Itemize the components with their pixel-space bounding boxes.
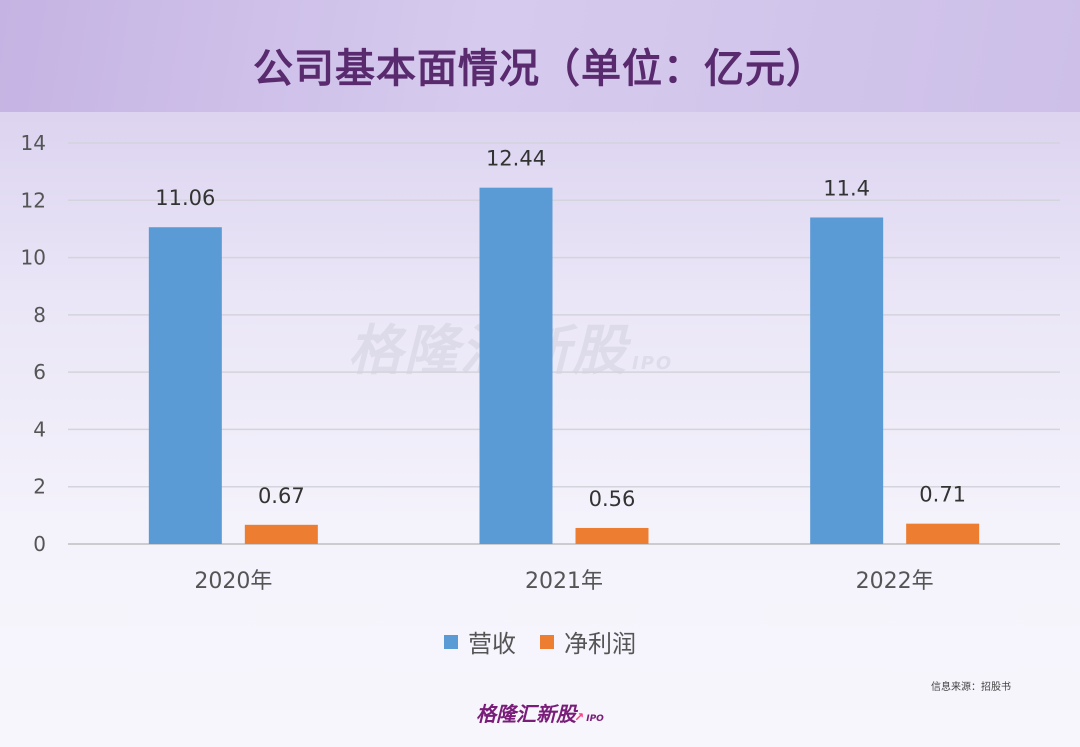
bar bbox=[575, 527, 649, 544]
bar bbox=[148, 227, 222, 544]
bar bbox=[244, 524, 318, 544]
chart-title: 公司基本面情况（单位：亿元） bbox=[253, 45, 827, 92]
y-tick-label: 4 bbox=[33, 417, 46, 441]
data-label: 11.06 bbox=[155, 186, 215, 210]
y-tick-label: 2 bbox=[33, 475, 46, 499]
data-label: 0.67 bbox=[258, 484, 305, 508]
legend-item-revenue: 营收 bbox=[444, 624, 516, 659]
bar bbox=[906, 523, 980, 544]
bar bbox=[810, 217, 884, 544]
x-tick-label: 2022年 bbox=[856, 569, 934, 594]
y-tick-label: 8 bbox=[33, 303, 46, 327]
source-note: 信息来源：招股书 bbox=[931, 682, 1011, 693]
bar bbox=[479, 187, 553, 544]
brand-logo: 格隆汇新股↗ IPO bbox=[476, 702, 604, 726]
x-tick-label: 2021年 bbox=[525, 569, 603, 594]
legend-label-revenue: 营收 bbox=[468, 630, 516, 658]
y-tick-label: 0 bbox=[33, 532, 46, 556]
y-tick-label: 14 bbox=[21, 131, 46, 155]
legend-swatch-revenue bbox=[444, 634, 458, 649]
legend-label-profit: 净利润 bbox=[564, 630, 636, 658]
title-banner bbox=[0, 0, 1080, 112]
data-label: 12.44 bbox=[486, 147, 546, 171]
data-label: 0.56 bbox=[589, 487, 636, 511]
bar-chart: 0 2 4 6 8 10 12 14 11.06 0.67 2020年 12.44 0.56 2021年 1… bbox=[21, 131, 1060, 594]
y-tick-label: 12 bbox=[21, 188, 46, 212]
chart-legend: 营收 净利润 bbox=[0, 624, 1080, 659]
legend-item-profit: 净利润 bbox=[540, 624, 636, 659]
x-tick-label: 2020年 bbox=[194, 569, 272, 594]
y-tick-label: 6 bbox=[33, 360, 46, 384]
y-tick-label: 10 bbox=[21, 246, 46, 270]
legend-swatch-profit bbox=[540, 634, 554, 649]
data-label: 11.4 bbox=[823, 176, 870, 200]
data-label: 0.71 bbox=[919, 483, 966, 507]
